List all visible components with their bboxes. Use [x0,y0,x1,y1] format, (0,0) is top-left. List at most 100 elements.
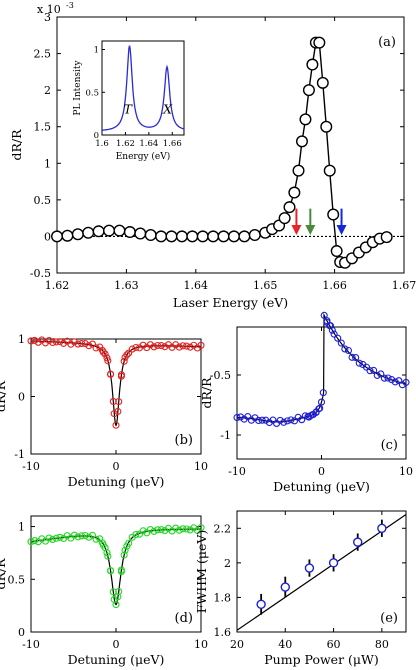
panel-b-data-point [31,336,39,345]
panel-d-data-point [161,527,169,535]
panel-a-data-point [51,230,64,243]
panel-a-xtick-label: 1.67 [392,279,416,292]
panel-d-data-point [107,567,115,575]
panel-c-data-point [388,376,396,384]
panel-e-ytick-label: 2.2 [214,522,232,535]
panel-b-data-point [154,341,162,350]
panel-b-data-point [125,349,133,357]
panel-c-data-point [315,405,323,413]
panel-d-data-point [120,551,128,559]
panel-c-ytick-label: -0.5 [210,369,231,382]
panel-b-xtick-label: 0 [113,460,120,473]
panel-b-data-point [175,343,183,351]
panel-e-xtick-label: 60 [327,638,341,651]
panel-d-ylabel: dR/R [0,558,8,590]
panel-a-data-point [327,208,340,221]
panel-b-data-point [172,341,180,349]
panel-a-data-point [227,230,240,243]
panel-e-xlabel: Pump Power (μW) [264,652,379,667]
panel-d-data-point [157,526,165,534]
panel-a-data-point [330,245,343,258]
panel-c-data-point [283,417,291,425]
inset-ytick-label: 0.5 [85,88,99,98]
panel-c-xtick-label: 0 [318,465,325,478]
panel-a-exponent: x 10 [37,3,61,16]
panel-d-data-point [139,527,147,535]
panel-c-data-point [320,311,328,319]
panel-a-data-point [323,164,336,177]
panel-a-data-point [320,120,333,133]
panel-a-data-point [299,113,312,126]
panel-b-data-point [103,354,111,362]
panel-c-ytick-label: -1 [220,429,231,442]
panel-b-fit-line [31,340,201,427]
panel-a-data-point [113,224,126,237]
panel-a-data-point [196,230,209,243]
panel-e-data-point [353,537,363,547]
panel-d-ytick-label: 1 [18,521,25,534]
panel-b-data-point [150,343,158,351]
panel-d-data-point [101,544,109,552]
panel-d-data-point [78,532,86,540]
panel-a-ytick-label: 1.5 [34,121,52,134]
panel-c-data-point [344,346,353,355]
panel-d-data-point [117,566,125,574]
panel-d-data-point [70,531,78,539]
panel-b-ylabel: dR/R [0,380,8,412]
panel-a-data-point [380,231,393,244]
panel-e-fit-line [236,513,407,631]
panel-d-data-point [74,533,82,541]
panel-a-ylabel: dR/R [9,129,24,161]
panel-d-xtick-label: -10 [22,638,40,651]
panel-c-xlabel: Detuning (μeV) [273,479,370,494]
panel-a-data-point [217,230,230,243]
panel-c-data-point [255,416,263,425]
panel-d-data-point [175,526,183,534]
panel-e-ytick-label: 2 [224,557,231,570]
panel-b-data-point [81,340,89,348]
panel-a-xtick-label: 1.62 [45,279,70,292]
inset-peak-label: X [162,102,173,117]
panel-b-data-point [128,345,136,353]
panel-b-xlabel: Detuning (μeV) [68,474,165,489]
panel-c-data-point [276,416,284,424]
panel-e-data-point [377,523,387,533]
panel-c-data-point [262,416,270,424]
panel-e-frame [236,510,407,633]
panel-e-ytick-label: 1.6 [214,626,232,639]
panel-b-data-point [117,371,125,379]
panel-c-data-point [366,367,374,375]
panel-b-data-point [109,397,117,405]
panel-c-data-point [287,416,295,424]
panel-d-data-point [123,542,131,550]
panel-d-data-point [85,533,93,541]
panel-c-data-point [355,359,363,367]
inset-pl-spectrum [102,45,185,131]
panel-a-arrow-head [305,224,316,235]
panel-c-data-point [294,413,302,421]
panel-e-data-point [304,563,315,573]
panel-d-data-point [27,538,35,546]
panel-c-data-point [316,404,324,412]
panel-a-ytick-label: 2 [44,84,51,97]
panel-c-data-point [328,326,336,334]
panel-d-label: (d) [175,611,193,626]
panel-c-data-point [337,339,345,347]
panel-a-data-point [61,229,74,242]
panel-d-data-point [186,526,194,534]
inset-ytick-label: 1 [94,46,99,56]
panel-a-ytick-label: 0.5 [34,194,52,207]
panel-b-data-point [197,341,205,349]
panel-a-data-point [71,228,84,241]
inset-xtick-label: 1.66 [163,139,182,149]
panel-d-ytick-label: 0.5 [8,573,26,586]
panel-d-data-point [88,531,97,539]
panel-c-ylabel: dR/R [199,377,214,409]
panel-c-data-point [384,374,392,382]
panel-c-label: (c) [381,438,398,453]
panel-d-data-point [81,531,89,540]
panel-b-data-point [157,342,165,350]
panel-c-data-point [380,374,388,382]
panel-b-data-point [67,340,75,348]
panel-a-data-point [134,227,147,240]
